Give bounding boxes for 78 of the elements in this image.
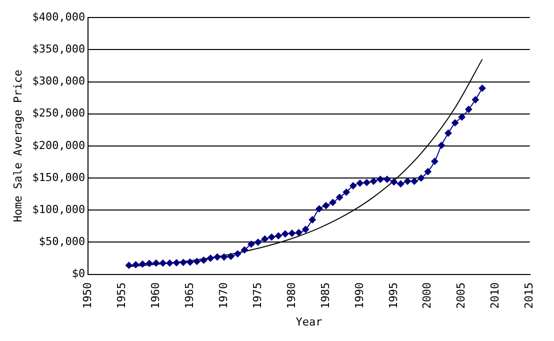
point xyxy=(220,253,228,260)
y-tick-label: $350,000 xyxy=(32,42,86,56)
point xyxy=(186,258,194,266)
point xyxy=(166,260,174,267)
point xyxy=(274,232,282,240)
point xyxy=(316,205,323,212)
point xyxy=(146,260,153,267)
x-tick-label: 1985 xyxy=(318,282,332,309)
point xyxy=(397,180,404,188)
point xyxy=(342,188,350,196)
point xyxy=(390,178,398,186)
point xyxy=(139,260,146,268)
point xyxy=(200,256,208,264)
point xyxy=(159,260,166,267)
point xyxy=(431,158,438,165)
point xyxy=(363,179,370,186)
x-tick-label: 1950 xyxy=(81,282,94,309)
point xyxy=(376,176,384,183)
point xyxy=(214,253,221,260)
point xyxy=(404,178,412,185)
point xyxy=(288,230,296,237)
y-axis-title: Home Sale Average Price xyxy=(11,70,24,222)
point xyxy=(384,176,391,183)
point xyxy=(478,84,486,92)
y-tick-label: $200,000 xyxy=(32,138,86,152)
point xyxy=(370,178,378,185)
x-tick-label: 1960 xyxy=(148,282,162,309)
point xyxy=(329,198,336,206)
point xyxy=(465,106,472,113)
point xyxy=(322,202,330,210)
y-tick-label: $100,000 xyxy=(32,202,86,216)
x-tick-label: 1955 xyxy=(115,282,128,309)
point xyxy=(472,96,479,104)
point xyxy=(227,252,234,260)
y-tick-label: $400,000 xyxy=(32,10,86,24)
x-tick-label: 2000 xyxy=(420,282,434,309)
point xyxy=(452,119,459,126)
point xyxy=(234,250,242,258)
x-tick-label: 1990 xyxy=(352,282,366,309)
point xyxy=(261,236,268,243)
point xyxy=(173,259,180,266)
point xyxy=(268,234,276,241)
x-tick-label: 1980 xyxy=(284,282,298,309)
point xyxy=(132,261,140,268)
point xyxy=(438,142,445,149)
point xyxy=(193,258,200,265)
point xyxy=(180,258,187,266)
point xyxy=(424,168,432,176)
x-tick-label: 1995 xyxy=(386,282,400,309)
x-tick-label: 1970 xyxy=(216,282,230,309)
point xyxy=(254,238,262,246)
x-tick-label: 2005 xyxy=(454,282,468,309)
x-tick-label: 2015 xyxy=(522,282,536,309)
point xyxy=(302,226,310,233)
x-tick-label: 2010 xyxy=(488,282,502,309)
x-tick-label: 1965 xyxy=(182,282,196,309)
x-axis-title: Year xyxy=(296,315,323,328)
point xyxy=(282,230,289,238)
point xyxy=(356,180,364,187)
point xyxy=(458,114,466,121)
point xyxy=(240,246,248,254)
point xyxy=(295,229,302,236)
y-tick-label: $250,000 xyxy=(32,106,86,120)
y-tick-label: $300,000 xyxy=(32,74,86,88)
point xyxy=(125,262,132,269)
point xyxy=(248,240,255,248)
y-tick-label: $0 xyxy=(72,267,86,280)
point xyxy=(418,174,425,182)
point xyxy=(336,194,344,201)
point xyxy=(350,182,357,190)
point xyxy=(206,254,214,262)
point xyxy=(152,260,160,267)
y-tick-label: $150,000 xyxy=(32,170,86,184)
x-tick-label: 1975 xyxy=(250,282,264,309)
y-tick-label: $50,000 xyxy=(38,235,86,248)
point xyxy=(410,178,418,185)
point xyxy=(308,216,316,224)
point xyxy=(444,130,452,137)
